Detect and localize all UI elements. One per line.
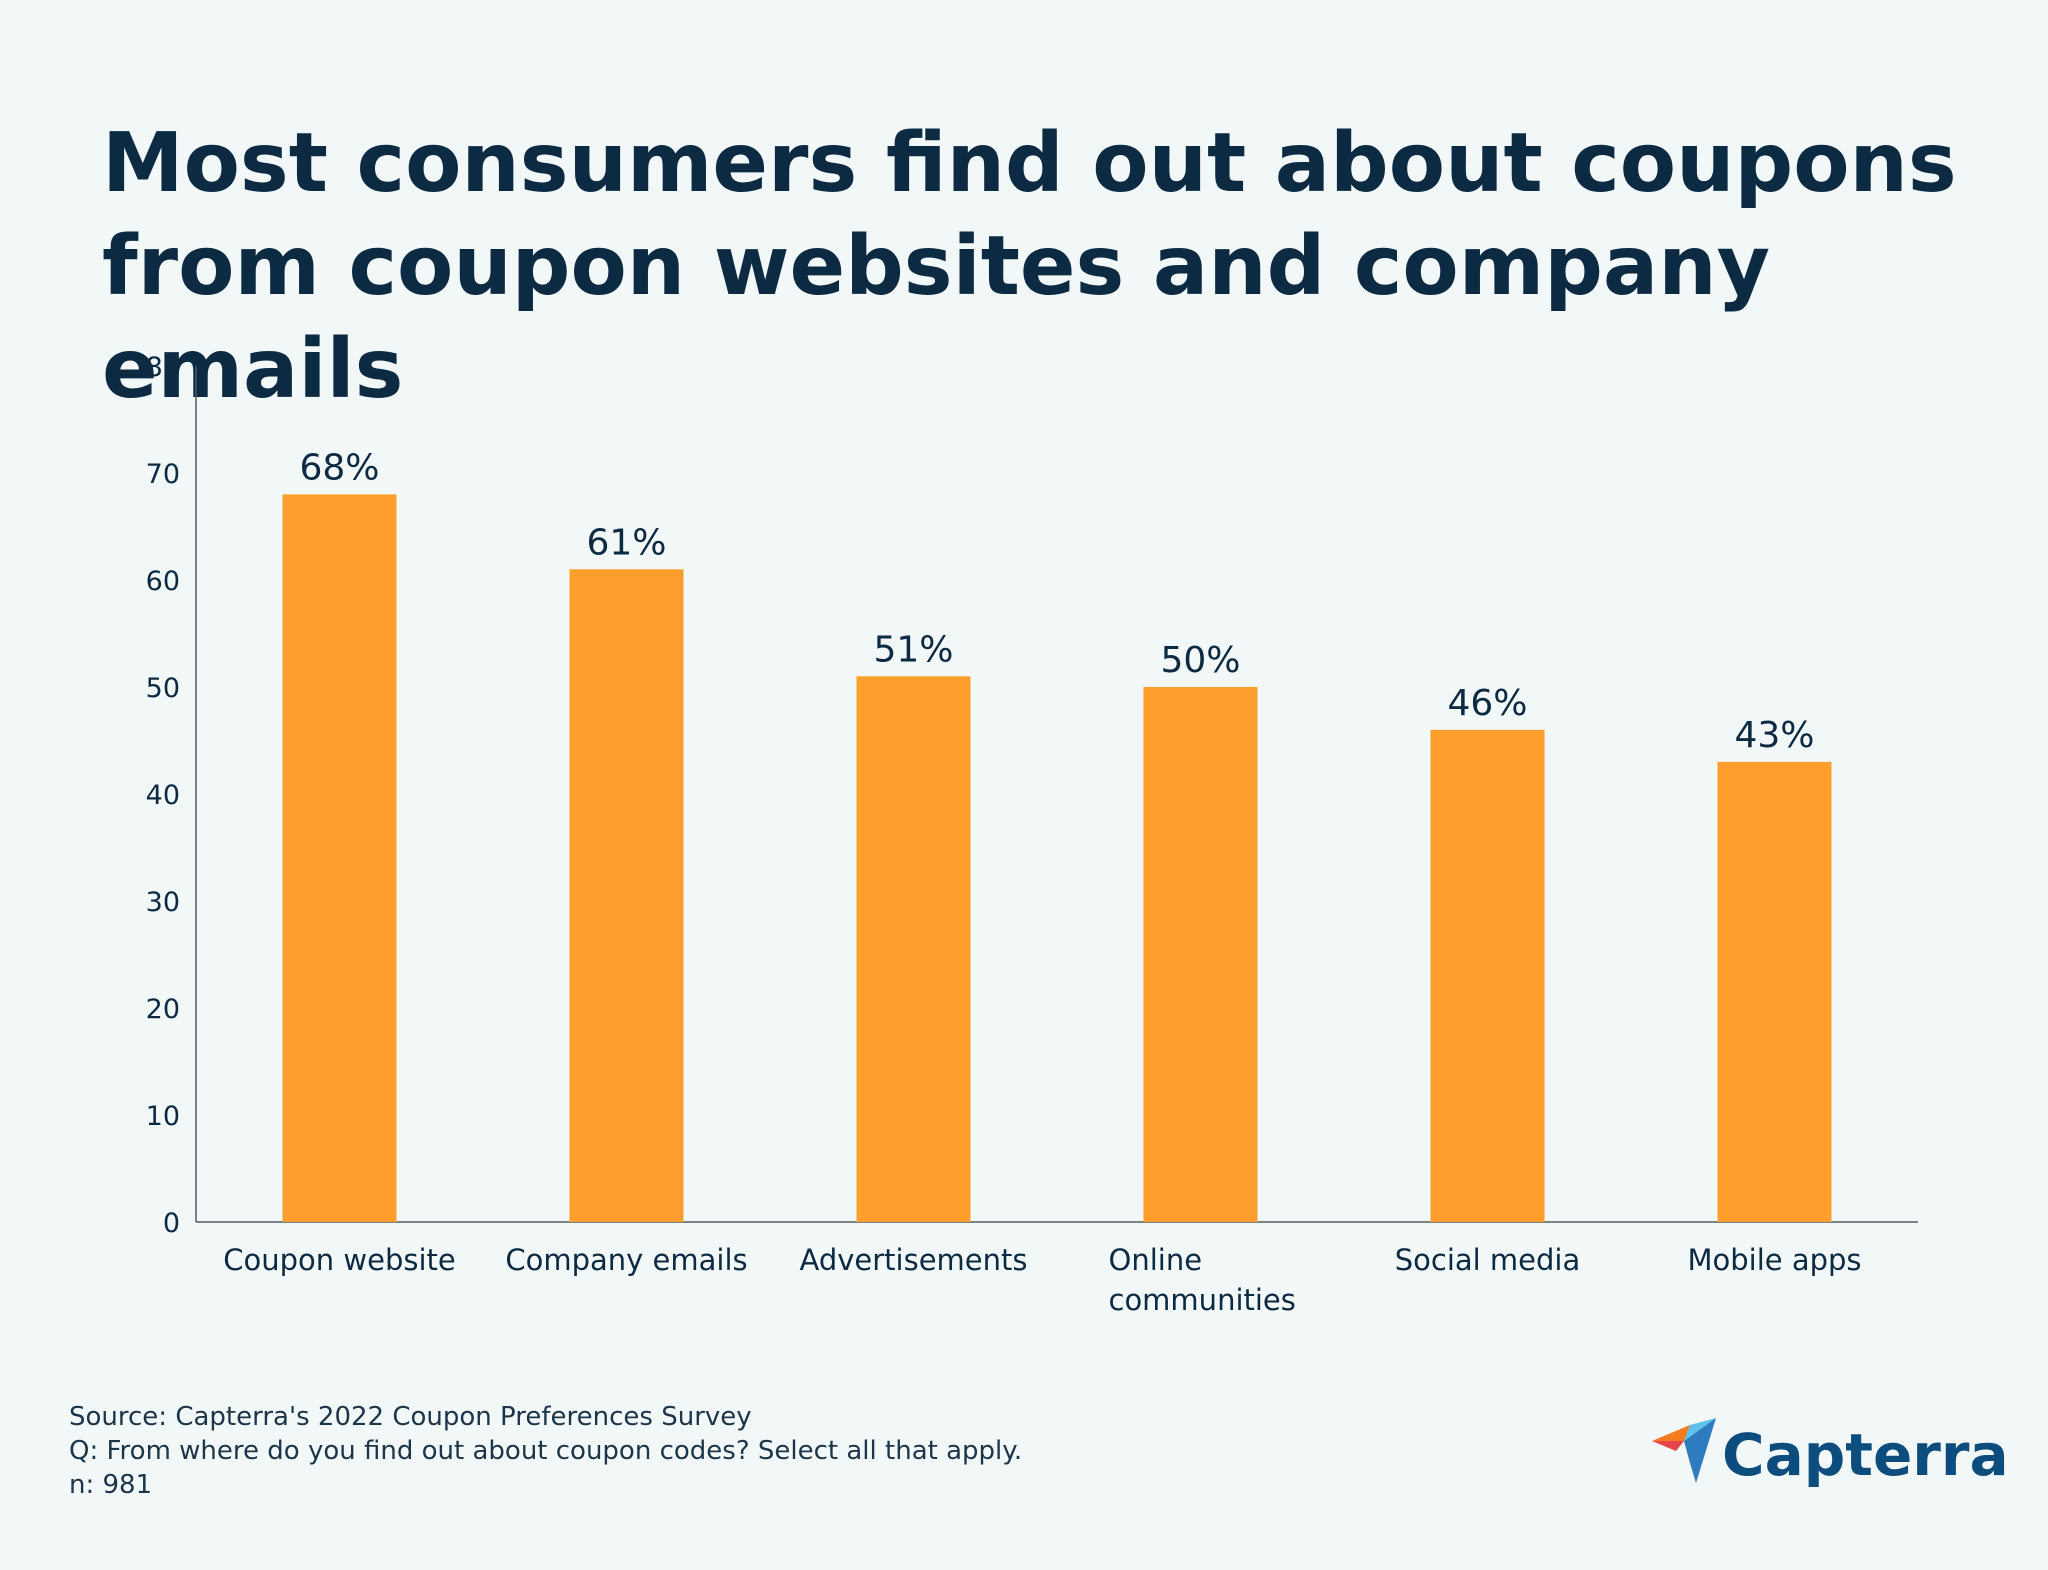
bar (569, 569, 684, 1222)
source-note: Source: Capterra's 2022 Coupon Preferenc… (69, 1402, 752, 1432)
bar (1430, 729, 1545, 1222)
data-label: 51% (873, 629, 953, 670)
capterra-logo: Capterra (1650, 1415, 2009, 1495)
y-tick-label: 80 (146, 352, 180, 383)
x-tick-label: Online communities (1109, 1243, 1296, 1317)
sample-size: n: 981 (69, 1470, 153, 1500)
data-label: 46% (1447, 683, 1527, 724)
y-tick-label: 70 (146, 459, 180, 490)
data-label: 68% (299, 447, 379, 488)
y-tick-label: 10 (146, 1101, 180, 1132)
chart-title: Most consumers find out about coupons fr… (102, 112, 2002, 421)
data-label: 61% (586, 522, 666, 563)
bar (1143, 687, 1258, 1222)
bar (856, 676, 971, 1222)
brand-name: Capterra (1722, 1421, 2009, 1489)
y-tick-label: 60 (146, 566, 180, 597)
bar (282, 494, 397, 1222)
y-tick-label: 50 (146, 673, 180, 704)
capterra-arrow-icon (1652, 1418, 1716, 1483)
x-tick-label: Coupon website (223, 1243, 455, 1277)
y-tick-label: 20 (146, 994, 180, 1025)
bar (1717, 761, 1832, 1222)
chart-footer: Source: Capterra's 2022 Coupon Preferenc… (69, 1400, 1022, 1502)
x-tick-label: Advertisements (800, 1243, 1028, 1277)
x-tick-label: Social media (1395, 1243, 1581, 1277)
y-tick-label: 30 (146, 887, 180, 918)
data-label: 43% (1734, 715, 1814, 756)
x-tick-label: Company emails (505, 1243, 747, 1277)
x-tick-label: Mobile apps (1687, 1243, 1861, 1277)
data-label: 50% (1160, 640, 1240, 681)
bar-chart: 0 10 20 30 40 50 60 70 80 68% Coupon website 61% Com… (146, 352, 1918, 1317)
survey-question: Q: From where do you find out about coup… (69, 1436, 1023, 1466)
chart-title-line-2: from coupon websites and company emails (102, 219, 1771, 417)
y-tick-label: 0 (163, 1208, 180, 1239)
chart-title-line-1: Most consumers find out about coupons (102, 116, 1957, 211)
y-tick-label: 40 (146, 780, 180, 811)
